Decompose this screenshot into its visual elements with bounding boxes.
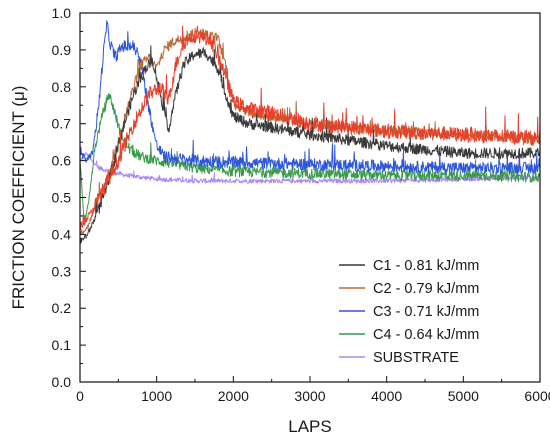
series-line-6 [79,25,541,231]
y-tick-label: 0.7 [52,116,72,132]
x-tick-label: 5000 [448,388,479,404]
legend-label: SUBSTRATE [373,350,459,366]
legend: C1 - 0.81 kJ/mm C2 - 0.79 kJ/mm C3 - 0.71 … [339,258,479,366]
x-tick-label: 0 [76,388,84,404]
legend-label: C3 - 0.71 kJ/mm [373,304,479,320]
series-line-5 [79,45,541,245]
series-line-3 [79,20,541,175]
y-tick-label: 0.3 [52,263,72,279]
y-tick-label: 0.6 [52,153,72,169]
legend-label: C1 - 0.81 kJ/mm [373,258,479,274]
x-tick-label: 4000 [371,388,402,404]
legend-label: C2 - 0.79 kJ/mm [373,281,479,297]
x-tick-label: 1000 [141,388,172,404]
y-tick-label: 1.0 [52,5,72,21]
x-axis-title: LAPS [288,417,331,436]
y-tick-label: 0.4 [52,226,72,242]
y-axis-title: FRICTION COEFFICIENT (μ) [9,86,28,310]
y-tick-label: 0.9 [52,42,72,58]
series-line-2 [79,93,541,226]
legend-label: C4 - 0.64 kJ/mm [373,327,479,343]
y-tick-label: 0.8 [52,79,72,95]
y-tick-label: 0.1 [52,337,72,353]
x-tick-label: 3000 [294,388,325,404]
series-layer [79,20,541,245]
x-tick-label: 2000 [218,388,249,404]
y-tick-label: 0.5 [52,190,72,206]
y-tick-label: 0.2 [52,300,72,316]
y-tick-label: 0.0 [52,374,72,390]
